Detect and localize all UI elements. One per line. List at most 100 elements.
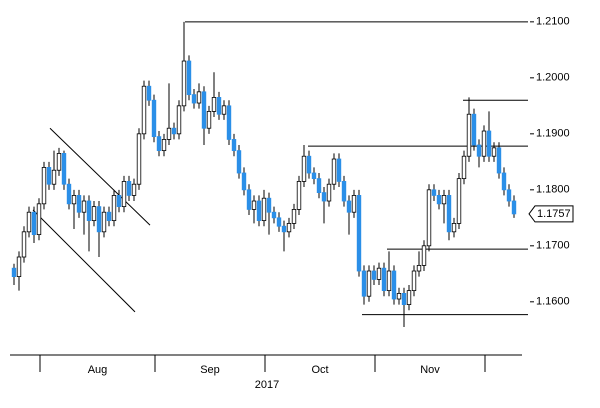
candle-body <box>356 195 362 272</box>
candle-body <box>431 189 437 196</box>
candle-body <box>371 270 377 280</box>
candle-body <box>271 211 277 219</box>
candle-body <box>256 200 262 222</box>
candle-body <box>386 270 392 292</box>
candle-body <box>451 223 457 233</box>
candle-body <box>351 195 357 213</box>
candle-body <box>396 293 402 300</box>
candle-body <box>91 206 97 222</box>
candle-body <box>226 105 232 140</box>
price-tag-label: 1.1757 <box>537 208 571 220</box>
candle-body <box>211 97 217 112</box>
candle-body <box>236 150 242 174</box>
y-tick-label: 1.1700 <box>536 240 570 252</box>
candle-body <box>31 211 37 236</box>
candle-body <box>166 127 172 140</box>
candle-body <box>336 158 342 182</box>
candle-body <box>116 195 122 208</box>
candle-body <box>466 113 472 157</box>
candle-body <box>301 155 307 182</box>
candle-body <box>76 195 82 213</box>
candle-body <box>241 172 247 191</box>
y-tick-label: 1.2000 <box>536 72 570 84</box>
candle-body <box>381 267 387 292</box>
candle-body <box>296 181 302 210</box>
candle-body <box>286 223 292 233</box>
candle-body <box>456 178 462 224</box>
candle-body <box>391 270 397 300</box>
candle-body <box>266 197 272 213</box>
month-label: Oct <box>311 364 328 376</box>
candle-body <box>56 153 62 171</box>
candle-body <box>171 127 177 135</box>
candle-body <box>126 181 132 196</box>
candle-body <box>41 167 47 205</box>
candle-body <box>326 183 332 202</box>
candle-body <box>291 209 297 224</box>
candle-body <box>436 195 442 205</box>
candle-body <box>11 267 17 278</box>
candle-body <box>411 270 417 292</box>
candle-body <box>26 211 32 233</box>
candle-body <box>311 172 317 180</box>
candle-body <box>141 85 147 135</box>
candle-body <box>176 105 182 135</box>
candle-body <box>366 270 372 297</box>
candle-body <box>21 231 27 258</box>
candle-body <box>221 105 227 115</box>
candle-body <box>111 195 117 222</box>
candle-body <box>101 211 107 233</box>
candle-body <box>216 97 222 115</box>
candle-body <box>421 245 427 266</box>
candle-body <box>261 197 267 222</box>
year-label: 2017 <box>255 379 279 391</box>
candle-body <box>276 217 282 227</box>
candle-body <box>501 172 507 191</box>
candle-body <box>511 200 517 215</box>
trend-line <box>49 127 151 226</box>
candle-body <box>281 225 287 233</box>
y-tick-label: 1.2100 <box>536 16 570 28</box>
candle-body <box>81 200 87 213</box>
candle-body <box>246 189 252 210</box>
candle-body <box>406 290 412 306</box>
candle-body <box>446 195 452 233</box>
candle-body <box>376 267 382 280</box>
candle-body <box>231 139 237 152</box>
candle-body <box>486 130 492 157</box>
candle-body <box>506 189 512 202</box>
candle-body <box>306 155 312 174</box>
candle-body <box>61 153 67 185</box>
candle-body <box>16 256 22 278</box>
candle-body <box>251 200 257 210</box>
candle-body <box>106 211 112 222</box>
y-tick-label: 1.1600 <box>536 296 570 308</box>
month-label: Sep <box>200 364 220 376</box>
candle-body <box>321 192 327 202</box>
candle-body <box>206 111 212 129</box>
candle-body <box>401 293 407 306</box>
candle-body <box>36 203 42 236</box>
candle-body <box>86 200 92 222</box>
candle-body <box>136 133 142 185</box>
candle-body <box>131 183 137 196</box>
candle-body <box>426 189 432 247</box>
candle-body <box>471 113 477 146</box>
trend-line <box>32 209 136 313</box>
candle-body <box>181 60 187 107</box>
candle-body <box>71 195 77 205</box>
candle-body <box>416 265 422 272</box>
candle-body <box>361 270 367 297</box>
month-label: Aug <box>88 364 108 376</box>
y-tick-label: 1.1800 <box>536 184 570 196</box>
candle-body <box>496 147 502 174</box>
candle-body <box>201 91 207 129</box>
candle-body <box>331 158 337 185</box>
candle-body <box>186 60 192 96</box>
candle-body <box>461 155 467 180</box>
candle-body <box>66 183 72 205</box>
candle-body <box>151 99 157 138</box>
candle-body <box>196 91 202 104</box>
